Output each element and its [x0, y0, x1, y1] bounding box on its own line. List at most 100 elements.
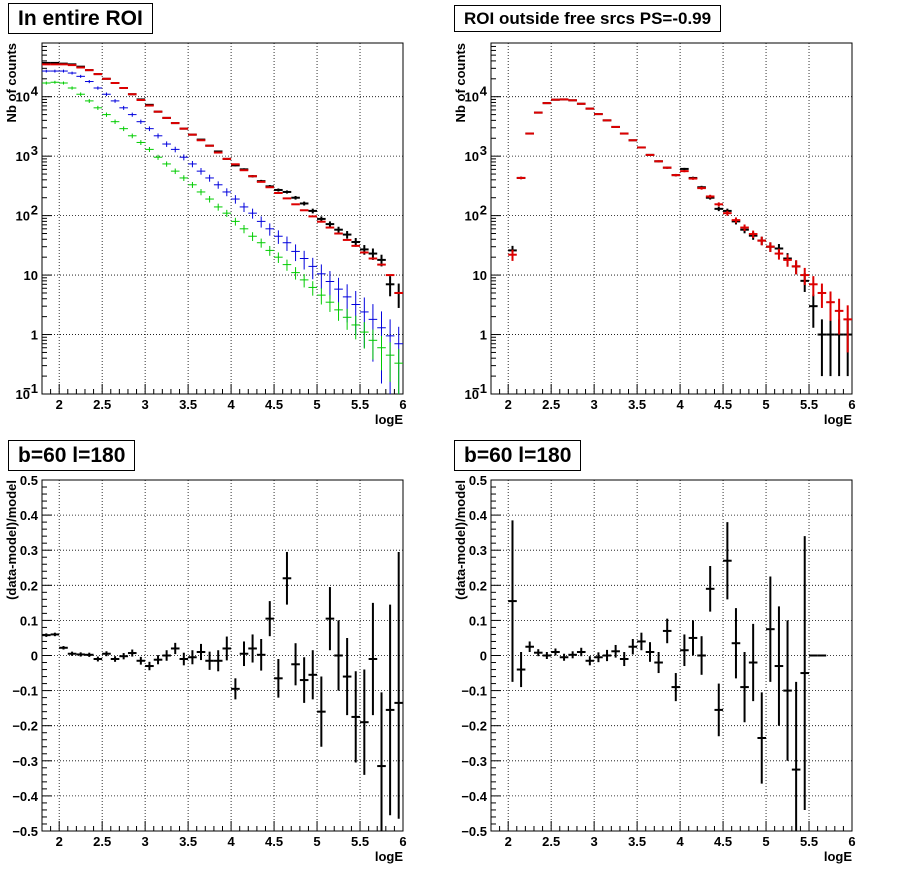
data-point — [826, 319, 835, 377]
x-axis-label: logE — [375, 412, 403, 427]
data-point — [42, 69, 51, 73]
grid — [491, 43, 853, 395]
x-tick-label: 4.5 — [714, 834, 732, 849]
x-tick-label: 2.5 — [93, 834, 111, 849]
x-axis-label: logE — [824, 412, 852, 427]
data-point — [42, 633, 51, 637]
y-tick-label: 1 — [480, 328, 487, 343]
y-axis-label: Nb of counts — [453, 43, 468, 122]
data-point — [84, 652, 94, 657]
y-tick-label: 10 — [24, 268, 38, 283]
y-axis-label: Nb of counts — [4, 43, 19, 122]
data-point — [127, 112, 137, 117]
data-point — [809, 276, 818, 297]
data-point — [800, 267, 810, 286]
data-point — [308, 257, 318, 280]
x-tick-label: 4.5 — [265, 397, 283, 412]
data-point — [205, 651, 214, 670]
data-point — [162, 141, 171, 147]
x-axis-label: logE — [375, 849, 403, 864]
data-point — [299, 274, 309, 288]
data-point — [834, 298, 844, 335]
y-tick-label: 10 — [16, 387, 30, 402]
data-point — [282, 236, 292, 251]
data-point — [299, 657, 309, 703]
data-point — [231, 195, 240, 204]
pad-residuals-right: 2 2.5 3 3.5 4 4.5 5 5.5 6 −0.5 −0.4 −0.3 −0.2 −0.1 0 0.… — [449, 437, 898, 874]
x-tick-label: 2 — [505, 834, 512, 849]
grid — [42, 43, 404, 395]
data-point — [325, 587, 335, 651]
x-tick-label: 4.5 — [265, 834, 283, 849]
x-tick-label: 3.5 — [628, 834, 646, 849]
data-point — [59, 81, 68, 85]
data-point — [334, 620, 343, 691]
pad-residuals-left: 2 2.5 3 3.5 4 4.5 5 5.5 6 −0.5 −0.4 −0.3 −0.2 −0.1 0 0.… — [0, 437, 449, 874]
tick-marks — [41, 42, 404, 395]
data-point — [680, 634, 689, 667]
x-tick-label: 5 — [313, 397, 320, 412]
y-tick-label: −0.5 — [461, 824, 487, 839]
pad-counts-entire-roi: 2 2.5 3 3.5 4 4.5 5 5.5 6 10 −1 1 10 10 2 10 3 10 4 logE Nb … — [0, 0, 449, 437]
data-point — [213, 203, 223, 211]
data-point — [385, 604, 395, 816]
x-tick-label: 4 — [227, 834, 235, 849]
data-point — [119, 653, 128, 660]
x-tick-label: 6 — [848, 834, 855, 849]
data-point — [385, 276, 395, 297]
data-point — [714, 202, 724, 207]
x-tick-label: 4 — [227, 397, 235, 412]
data-point — [680, 167, 689, 171]
y-tick-label: −0.2 — [461, 719, 487, 734]
data-point — [654, 651, 663, 674]
data-point — [697, 186, 706, 190]
data-point — [170, 642, 180, 655]
tick-marks — [490, 479, 853, 832]
data-point — [525, 132, 534, 135]
data-point — [282, 551, 292, 605]
data-point — [325, 295, 335, 312]
data-point — [102, 651, 111, 657]
chart-residuals-left: 2 2.5 3 3.5 4 4.5 5 5.5 6 −0.5 −0.4 −0.3 −0.2 −0.1 0 0.… — [4, 473, 407, 864]
data-point — [50, 632, 60, 637]
data-point — [508, 520, 517, 682]
y-tick-label: 10 — [16, 209, 30, 224]
data-point — [705, 565, 715, 612]
data-point — [360, 669, 369, 775]
data-point — [213, 650, 223, 672]
x-tick-label: 2.5 — [542, 834, 560, 849]
data-point — [308, 650, 318, 700]
data-point — [740, 651, 749, 723]
series-0 — [508, 520, 827, 831]
data-point — [559, 653, 569, 661]
data-point — [119, 105, 128, 110]
data-point — [145, 147, 154, 152]
data-point — [800, 536, 810, 810]
data-point — [308, 208, 318, 214]
data-point — [59, 69, 68, 73]
data-point — [385, 342, 395, 382]
data-point — [282, 259, 292, 271]
x-tick-label: 4 — [676, 834, 684, 849]
data-point — [76, 652, 85, 657]
y-tick-label: −0.2 — [12, 719, 38, 734]
data-point — [136, 656, 146, 665]
x-tick-label: 3.5 — [628, 397, 646, 412]
x-tick-label: 4 — [676, 397, 684, 412]
data-point — [688, 620, 698, 656]
data-point — [671, 673, 681, 702]
data-point — [342, 637, 352, 716]
data-point — [611, 125, 620, 128]
y-tick-label: −0.4 — [461, 789, 487, 804]
data-point — [731, 608, 741, 679]
data-point — [196, 168, 206, 175]
data-point — [334, 226, 343, 234]
data-point — [317, 676, 326, 747]
y-axis-label: (data-model)/model — [4, 480, 19, 600]
data-point — [585, 656, 595, 666]
data-point — [774, 606, 784, 726]
data-point — [705, 194, 715, 199]
data-point — [619, 651, 629, 667]
data-point — [196, 189, 206, 196]
data-point — [342, 308, 352, 330]
